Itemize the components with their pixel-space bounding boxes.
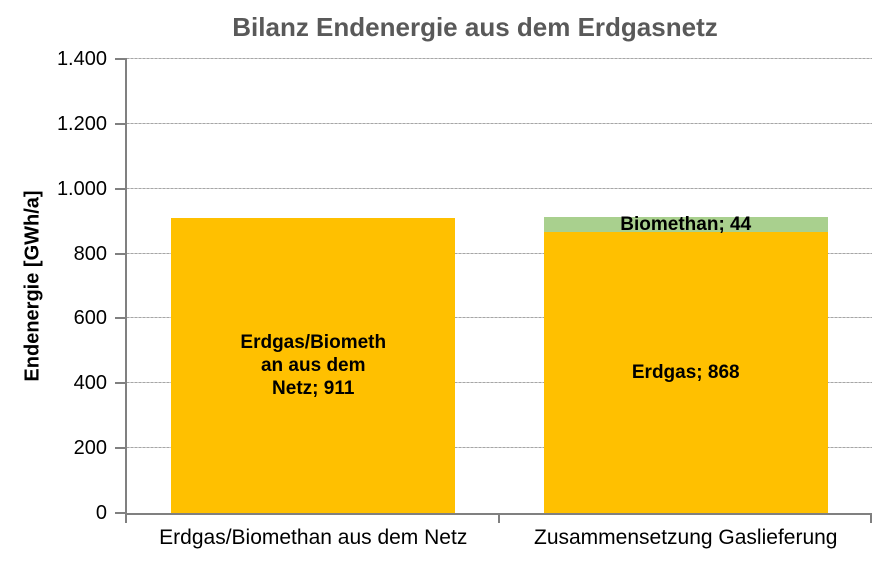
gridline-1400 xyxy=(127,58,872,59)
x-axis-line xyxy=(125,513,872,515)
gridline-200 xyxy=(127,447,872,449)
y-tick-label-400: 400 xyxy=(73,372,107,395)
x-axis-tick-0 xyxy=(125,515,127,523)
x-axis-tick-2 xyxy=(870,515,872,523)
y-axis-title: Endenergie [GWh/a] xyxy=(21,190,44,382)
gridline-1000 xyxy=(127,187,872,189)
gridline-400 xyxy=(127,382,872,384)
gridline-1200 xyxy=(127,122,872,124)
bar-data-label-biomethan: Biomethan; 44 xyxy=(620,213,752,235)
y-axis-tick-400 xyxy=(115,382,127,385)
bar-data-label-erdgas: Erdgas; 868 xyxy=(631,361,740,383)
y-tick-label-1000: 1.000 xyxy=(56,177,107,200)
gridline-600 xyxy=(127,317,872,319)
y-tick-label-200: 200 xyxy=(73,437,107,460)
y-tick-label-600: 600 xyxy=(73,307,107,330)
y-axis-tick-800 xyxy=(115,252,127,255)
y-axis-tick-0 xyxy=(115,512,127,514)
y-tick-label-1400: 1.400 xyxy=(56,48,107,70)
bar-segment-biomethan: Biomethan; 44 xyxy=(543,214,828,235)
y-tick-label-0: 0 xyxy=(95,502,107,524)
y-axis-tick-1400 xyxy=(115,58,127,60)
y-axis-tick-200 xyxy=(115,447,127,450)
y-axis-tick-1000 xyxy=(115,187,127,190)
bar-data-label-erdgas-biomethan-aus-dem-netz: Erdgas/Biometh an aus dem Netz; 911 xyxy=(240,331,387,399)
chart-title: Bilanz Endenergie aus dem Erdgasnetz xyxy=(232,12,718,42)
x-category-label-zusammensetzung-gaslieferung: Zusammensetzung Gaslieferung xyxy=(534,526,838,549)
y-tick-label-1200: 1.200 xyxy=(56,112,107,135)
bar-segment-erdgas: Erdgas; 868 xyxy=(543,231,828,513)
x-axis-tick-1 xyxy=(497,515,500,523)
x-axis-labels: Erdgas/Biomethan aus dem Netz Zusammenset… xyxy=(127,526,872,550)
plot-area: Erdgas/Biometh an aus dem Netz; 911 Erdga… xyxy=(127,58,872,513)
gridline-800 xyxy=(127,252,872,254)
y-tick-label-800: 800 xyxy=(73,242,107,265)
y-axis-line xyxy=(125,59,127,515)
y-axis-tick-1200 xyxy=(115,122,127,125)
x-category-label-erdgas-biomethan-aus-dem-netz: Erdgas/Biomethan aus dem Netz xyxy=(159,526,468,549)
y-axis-tick-600 xyxy=(115,317,127,320)
bar-segment-erdgas-biomethan-aus-dem-netz: Erdgas/Biometh an aus dem Netz; 911 xyxy=(171,217,456,513)
